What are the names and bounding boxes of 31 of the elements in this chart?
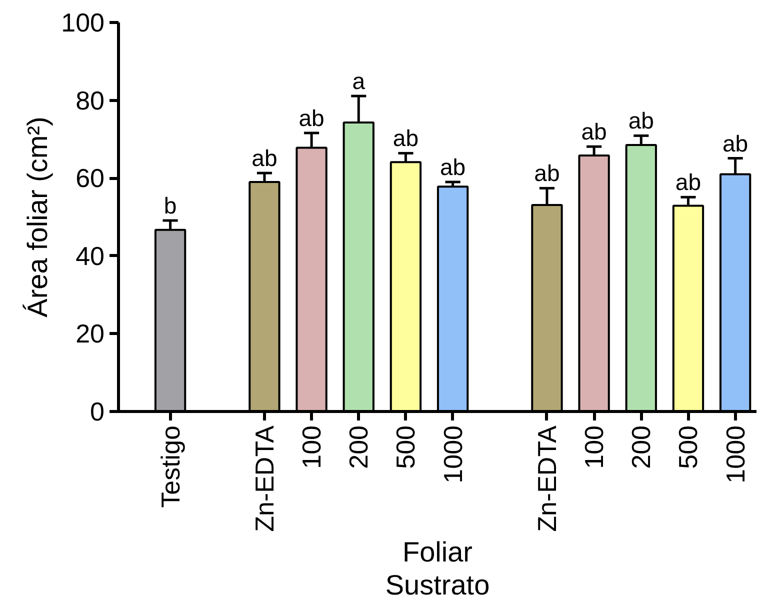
x-tick-label: Testigo <box>155 425 186 508</box>
data-label: a <box>352 68 366 94</box>
x-tick-label: 1000 <box>438 425 468 484</box>
y-axis-title: Área foliar (cm²) <box>22 116 54 318</box>
x-tick-label: 200 <box>626 425 656 469</box>
x-tick-label: 100 <box>296 425 327 469</box>
data-label: ab <box>252 145 278 172</box>
y-tick-label: 40 <box>76 240 104 271</box>
x-tick-label: 100 <box>579 425 610 469</box>
x-tick-label: Zn-EDTA <box>532 424 562 532</box>
x-tick-label: Zn-EDTA <box>249 424 280 532</box>
data-label: ab <box>722 130 748 156</box>
x-tick-label: 500 <box>673 425 704 469</box>
data-label: ab <box>675 169 702 196</box>
y-tick-label: 60 <box>76 163 104 194</box>
text: Foliar <box>402 536 473 568</box>
data-label: ab <box>628 108 654 134</box>
data-label: ab <box>534 160 560 186</box>
y-tick-label: 0 <box>90 396 105 426</box>
data-label: ab <box>392 125 419 152</box>
x-tick-label: 500 <box>390 425 421 469</box>
y-tick-label: 80 <box>76 85 104 116</box>
data-label: ab <box>298 104 324 131</box>
data-label: ab <box>440 154 466 180</box>
data-label: ab <box>581 118 607 145</box>
y-tick-label: 20 <box>76 318 104 349</box>
data-label: b <box>164 192 177 218</box>
x-tick-label: 200 <box>344 425 374 469</box>
y-tick-label: 100 <box>61 8 105 38</box>
text: Sustrato <box>385 570 490 600</box>
x-tick-label: 1000 <box>720 425 750 484</box>
